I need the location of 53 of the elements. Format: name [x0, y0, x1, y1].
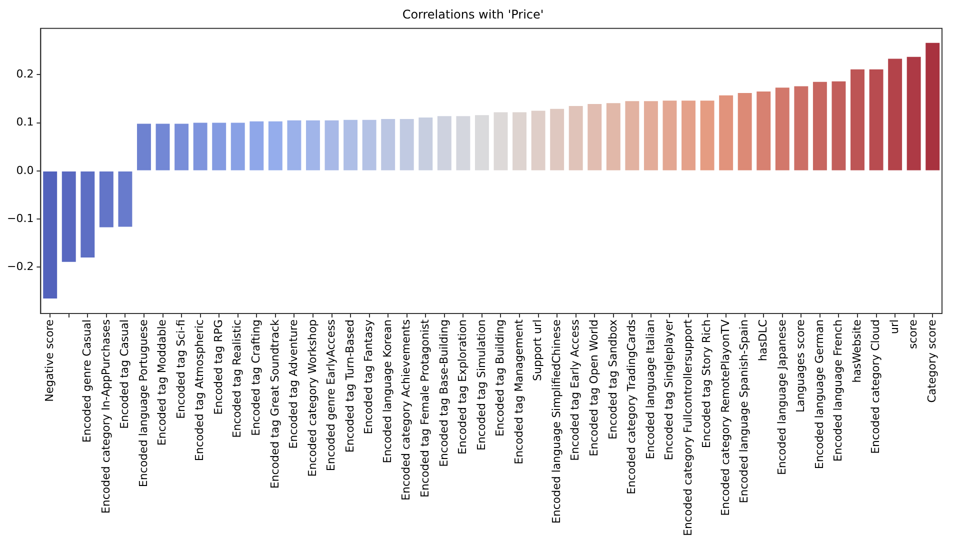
x-tick-label: Languages score [794, 319, 808, 413]
x-tick-label: Encoded tag Singleplayer [662, 318, 676, 460]
x-tick-label: Encoded tag Turn-Based [343, 319, 356, 453]
chart-title: Correlations with 'Price' [402, 7, 544, 22]
x-tick-label: Encoded tag Casual [118, 319, 132, 429]
y-tick-label: 0.2 [16, 67, 34, 80]
x-tick-label: Encoded tag Building [494, 319, 507, 437]
x-tick-label: hasDLC [756, 319, 770, 362]
x-tick-label: Encoded tag Exploration [456, 319, 470, 454]
x-tick-label: Encoded language French [832, 319, 845, 462]
x-tick-label: score [906, 319, 920, 350]
x-tick-label: url [888, 319, 901, 334]
x-tick-label: Encoded tag Story Rich [700, 319, 714, 448]
x-tick-label: Encoded language Japanese [775, 319, 788, 476]
x-tick-label: Encoded language German [812, 319, 826, 470]
x-tick-label: Encoded genre EarlyAccess [324, 319, 338, 472]
x-tick-label: Encoded tag Female Protagonist [418, 318, 432, 498]
x-tick-label: Encoded tag Adventure [287, 319, 300, 449]
x-tick-label: Encoded tag Sandbox [606, 318, 620, 440]
y-tick-label: −0.2 [6, 260, 34, 274]
x-tick-label: Encoded tag Crafting [250, 319, 263, 436]
x-tick-label: Encoded tag Management [512, 318, 526, 464]
x-tick-label: Encoded language SimplifiedChinese [550, 319, 563, 524]
x-tick-label: Encoded tag Great Soundtrack [268, 318, 282, 489]
x-tick-label: Encoded language Korean [380, 319, 394, 464]
x-tick-label: Encoded language Italian [644, 319, 657, 460]
x-tick-label: Encoded category In-AppPurchases [99, 319, 112, 514]
x-tick-label: Encoded tag Moddable [156, 319, 169, 446]
x-tick-label: Encoded category Achievements [400, 319, 413, 500]
x-tick-label: Encoded tag Atmospheric [193, 319, 206, 462]
x-tick-label: hasWebsite [850, 319, 864, 383]
x-tick-label: Encoded tag Early Access [568, 319, 582, 461]
y-tick-label: −0.1 [6, 212, 34, 225]
x-tick-label: Encoded category RemotePlayonTV [718, 318, 732, 516]
x-tick-label: Encoded tag Realistic [230, 319, 244, 438]
x-tick-label: Encoded category Fullcontrollersupport [681, 318, 694, 536]
x-tick-label: Negative score [42, 319, 56, 402]
x-tick-label: Encoded genre Casual [80, 319, 94, 443]
x-tick-label: Encoded tag Fantasy [362, 318, 376, 434]
x-tick-label: Encoded category TradingCards [625, 319, 638, 494]
x-tick-label: Support url [531, 319, 544, 381]
x-tick-label: Encoded tag Sci-fi [174, 319, 188, 419]
y-tick-label: 0.0 [16, 164, 34, 177]
x-tick-label: Category score [925, 319, 938, 403]
x-tick-label: Encoded tag Simulation [474, 319, 488, 451]
y-tick-label: 0.1 [16, 116, 34, 129]
x-tick-label: Encoded category Workshop [306, 319, 319, 477]
x-tick-label: Encoded tag Base-Building [437, 319, 450, 467]
x-tick-label: Encoded category Cloud [869, 319, 882, 454]
x-tick-label: Encoded tag Open World [587, 319, 600, 456]
x-tick-label: Encoded language Portuguese [136, 319, 150, 488]
x-tick-label: Encoded tag RPG [212, 319, 225, 415]
x-tick-label: Encoded language Spanish-Spain [738, 319, 751, 504]
